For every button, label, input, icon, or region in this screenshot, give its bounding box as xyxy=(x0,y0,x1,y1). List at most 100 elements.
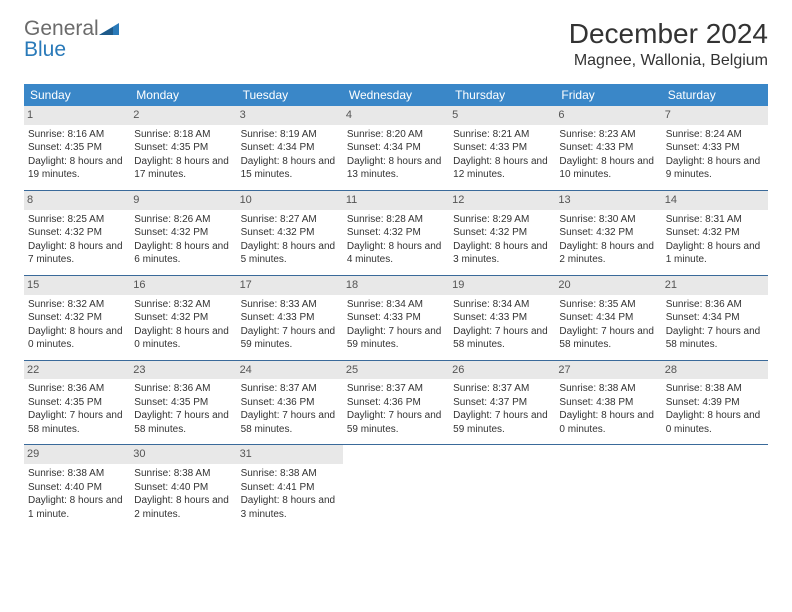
calendar-day-cell: 13Sunrise: 8:30 AMSunset: 4:32 PMDayligh… xyxy=(555,191,661,275)
sunrise-text: Sunrise: 8:38 AM xyxy=(134,467,232,481)
sunset-text: Sunset: 4:40 PM xyxy=(134,481,232,495)
sunset-text: Sunset: 4:40 PM xyxy=(28,481,126,495)
calendar-day-cell: 28Sunrise: 8:38 AMSunset: 4:39 PMDayligh… xyxy=(662,361,768,445)
day-number: 31 xyxy=(237,445,343,464)
sunrise-text: Sunrise: 8:26 AM xyxy=(134,213,232,227)
daylight-text: Daylight: 8 hours and 7 minutes. xyxy=(28,240,126,267)
daylight-text: Daylight: 7 hours and 58 minutes. xyxy=(559,325,657,352)
calendar-day-cell: 29Sunrise: 8:38 AMSunset: 4:40 PMDayligh… xyxy=(24,445,130,529)
day-number: 27 xyxy=(555,361,661,380)
daylight-text: Daylight: 8 hours and 1 minute. xyxy=(666,240,764,267)
sunrise-text: Sunrise: 8:23 AM xyxy=(559,128,657,142)
calendar-day-cell: 2Sunrise: 8:18 AMSunset: 4:35 PMDaylight… xyxy=(130,106,236,190)
sunset-text: Sunset: 4:33 PM xyxy=(559,141,657,155)
weekday-header-row: Sunday Monday Tuesday Wednesday Thursday… xyxy=(24,84,768,106)
day-number: 17 xyxy=(237,276,343,295)
calendar-week-row: 22Sunrise: 8:36 AMSunset: 4:35 PMDayligh… xyxy=(24,361,768,446)
sunset-text: Sunset: 4:35 PM xyxy=(28,141,126,155)
sunset-text: Sunset: 4:33 PM xyxy=(666,141,764,155)
calendar-day-cell: 14Sunrise: 8:31 AMSunset: 4:32 PMDayligh… xyxy=(662,191,768,275)
day-number: 13 xyxy=(555,191,661,210)
sunrise-text: Sunrise: 8:36 AM xyxy=(28,382,126,396)
day-number: 14 xyxy=(662,191,768,210)
calendar-day-cell: 12Sunrise: 8:29 AMSunset: 4:32 PMDayligh… xyxy=(449,191,555,275)
logo-word-general: General xyxy=(24,17,99,40)
sunrise-text: Sunrise: 8:37 AM xyxy=(241,382,339,396)
day-number: 26 xyxy=(449,361,555,380)
sunset-text: Sunset: 4:33 PM xyxy=(241,311,339,325)
sunset-text: Sunset: 4:36 PM xyxy=(241,396,339,410)
daylight-text: Daylight: 7 hours and 58 minutes. xyxy=(134,409,232,436)
weekday-header: Thursday xyxy=(449,84,555,106)
sunrise-text: Sunrise: 8:29 AM xyxy=(453,213,551,227)
sunset-text: Sunset: 4:32 PM xyxy=(241,226,339,240)
daylight-text: Daylight: 7 hours and 58 minutes. xyxy=(453,325,551,352)
daylight-text: Daylight: 8 hours and 13 minutes. xyxy=(347,155,445,182)
sunset-text: Sunset: 4:35 PM xyxy=(28,396,126,410)
sunset-text: Sunset: 4:32 PM xyxy=(666,226,764,240)
day-number: 12 xyxy=(449,191,555,210)
day-number: 16 xyxy=(130,276,236,295)
sunset-text: Sunset: 4:32 PM xyxy=(453,226,551,240)
sunset-text: Sunset: 4:34 PM xyxy=(559,311,657,325)
calendar-day-cell: 19Sunrise: 8:34 AMSunset: 4:33 PMDayligh… xyxy=(449,276,555,360)
daylight-text: Daylight: 8 hours and 1 minute. xyxy=(28,494,126,521)
calendar-week-row: 1Sunrise: 8:16 AMSunset: 4:35 PMDaylight… xyxy=(24,106,768,191)
sunset-text: Sunset: 4:41 PM xyxy=(241,481,339,495)
weekday-header: Tuesday xyxy=(237,84,343,106)
sunrise-text: Sunrise: 8:38 AM xyxy=(28,467,126,481)
day-number: 3 xyxy=(237,106,343,125)
logo-text: General Blue xyxy=(24,18,119,60)
sunset-text: Sunset: 4:33 PM xyxy=(453,311,551,325)
day-number: 18 xyxy=(343,276,449,295)
sunrise-text: Sunrise: 8:25 AM xyxy=(28,213,126,227)
calendar-day-cell: 21 Sunrise: 8:36 AMSunset: 4:34 PMDayligh… xyxy=(662,276,768,360)
sunrise-text: Sunrise: 8:19 AM xyxy=(241,128,339,142)
sunrise-text: Sunrise: 8:16 AM xyxy=(28,128,126,142)
daylight-text: Daylight: 8 hours and 12 minutes. xyxy=(453,155,551,182)
calendar-week-row: 29Sunrise: 8:38 AMSunset: 4:40 PMDayligh… xyxy=(24,445,768,529)
day-number: 21 xyxy=(662,276,768,295)
day-number: 15 xyxy=(24,276,130,295)
sunset-text: Sunset: 4:32 PM xyxy=(134,226,232,240)
sunrise-text: Sunrise: 8:32 AM xyxy=(28,298,126,312)
day-number: 5 xyxy=(449,106,555,125)
daylight-text: Daylight: 8 hours and 4 minutes. xyxy=(347,240,445,267)
daylight-text: Daylight: 8 hours and 6 minutes. xyxy=(134,240,232,267)
day-number: 1 xyxy=(24,106,130,125)
sunrise-text: Sunrise: 8:36 AM xyxy=(666,298,764,312)
sunrise-text: Sunrise: 8:37 AM xyxy=(347,382,445,396)
daylight-text: Daylight: 8 hours and 15 minutes. xyxy=(241,155,339,182)
daylight-text: Daylight: 8 hours and 0 minutes. xyxy=(134,325,232,352)
sunrise-text: Sunrise: 8:21 AM xyxy=(453,128,551,142)
calendar-week-row: 15Sunrise: 8:32 AMSunset: 4:32 PMDayligh… xyxy=(24,276,768,361)
day-number: 23 xyxy=(130,361,236,380)
sunset-text: Sunset: 4:37 PM xyxy=(453,396,551,410)
daylight-text: Daylight: 8 hours and 2 minutes. xyxy=(559,240,657,267)
sunset-text: Sunset: 4:32 PM xyxy=(28,226,126,240)
day-number: 30 xyxy=(130,445,236,464)
calendar-day-cell: 1 Sunrise: 8:16 AMSunset: 4:35 PMDaylight… xyxy=(24,106,130,190)
day-number: 10 xyxy=(237,191,343,210)
sunrise-text: Sunrise: 8:28 AM xyxy=(347,213,445,227)
calendar-day-cell: 10Sunrise: 8:27 AMSunset: 4:32 PMDayligh… xyxy=(237,191,343,275)
calendar-day-cell: 31Sunrise: 8:38 AMSunset: 4:41 PMDayligh… xyxy=(237,445,343,529)
calendar-day-cell: 6Sunrise: 8:23 AMSunset: 4:33 PMDaylight… xyxy=(555,106,661,190)
daylight-text: Daylight: 7 hours and 58 minutes. xyxy=(666,325,764,352)
weekday-header: Monday xyxy=(130,84,236,106)
calendar-day-cell: 18Sunrise: 8:34 AMSunset: 4:33 PMDayligh… xyxy=(343,276,449,360)
sunrise-text: Sunrise: 8:34 AM xyxy=(453,298,551,312)
daylight-text: Daylight: 8 hours and 9 minutes. xyxy=(666,155,764,182)
sunrise-text: Sunrise: 8:38 AM xyxy=(559,382,657,396)
sunset-text: Sunset: 4:32 PM xyxy=(347,226,445,240)
calendar-day-cell: 4Sunrise: 8:20 AMSunset: 4:34 PMDaylight… xyxy=(343,106,449,190)
sunset-text: Sunset: 4:34 PM xyxy=(666,311,764,325)
calendar-day-cell: 20Sunrise: 8:35 AMSunset: 4:34 PMDayligh… xyxy=(555,276,661,360)
daylight-text: Daylight: 8 hours and 19 minutes. xyxy=(28,155,126,182)
weekday-header: Wednesday xyxy=(343,84,449,106)
sunrise-text: Sunrise: 8:20 AM xyxy=(347,128,445,142)
calendar-day-cell: 16Sunrise: 8:32 AMSunset: 4:32 PMDayligh… xyxy=(130,276,236,360)
day-number: 2 xyxy=(130,106,236,125)
calendar-day-cell: 30Sunrise: 8:38 AMSunset: 4:40 PMDayligh… xyxy=(130,445,236,529)
calendar-day-cell: 27Sunrise: 8:38 AMSunset: 4:38 PMDayligh… xyxy=(555,361,661,445)
